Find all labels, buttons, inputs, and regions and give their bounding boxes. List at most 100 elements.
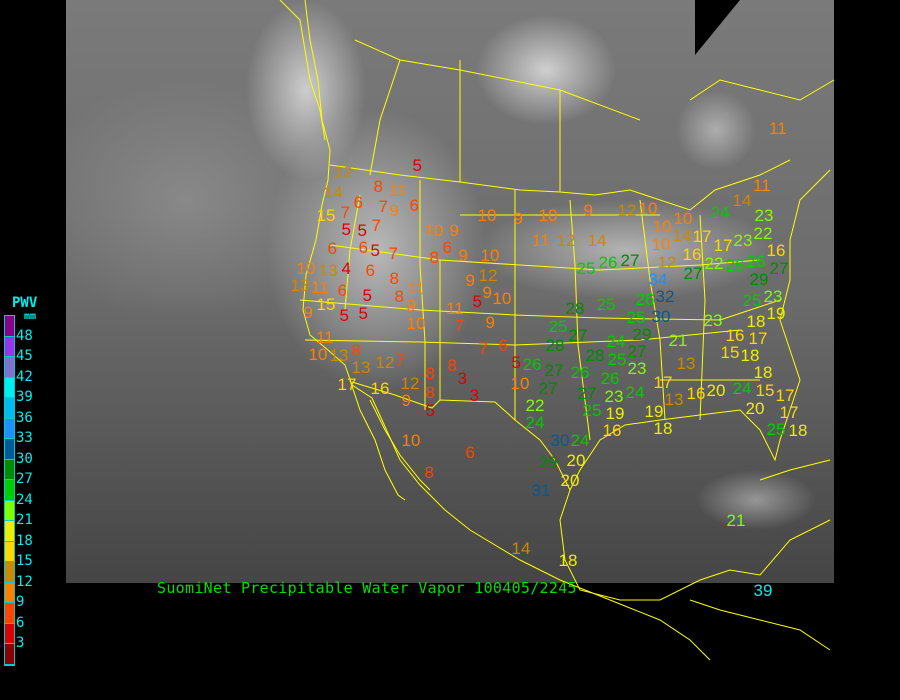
station-pwv-value: 15 bbox=[316, 205, 336, 225]
station-pwv-value: 8 bbox=[429, 247, 439, 267]
station-pwv-value: 14 bbox=[511, 538, 531, 558]
station-pwv-value: 5 bbox=[412, 155, 422, 175]
station-pwv-value: 10 bbox=[401, 430, 421, 450]
scale-tick-label: 42 bbox=[16, 368, 33, 385]
station-pwv-value: 6 bbox=[365, 260, 375, 280]
station-pwv-value: 5 bbox=[341, 219, 351, 239]
station-pwv-value: 19 bbox=[644, 401, 664, 421]
station-pwv-value: 13 bbox=[290, 275, 310, 295]
station-pwv-value: 29 bbox=[538, 452, 558, 472]
station-pwv-value: 11 bbox=[532, 230, 550, 250]
station-pwv-value: 25 bbox=[626, 307, 646, 327]
station-pwv-value: 13 bbox=[318, 260, 338, 280]
station-pwv-value: 16 bbox=[602, 420, 622, 440]
station-pwv-value: 27 bbox=[538, 378, 558, 398]
station-pwv-value: 17 bbox=[337, 374, 357, 394]
station-pwv-value: 26 bbox=[746, 251, 766, 271]
station-pwv-value: 25 bbox=[576, 258, 596, 278]
scale-tick-label: 18 bbox=[16, 532, 33, 549]
station-pwv-value: 5 bbox=[370, 240, 380, 260]
station-pwv-value: 18 bbox=[740, 345, 760, 365]
station-pwv-value: 6 bbox=[409, 195, 419, 215]
station-pwv-value: 14 bbox=[323, 182, 343, 202]
station-pwv-value: 25 bbox=[742, 290, 762, 310]
station-pwv-value: 12 bbox=[617, 200, 637, 220]
station-pwv-value: 9 bbox=[458, 245, 468, 265]
scale-tick-label: 30 bbox=[16, 450, 33, 467]
station-pwv-value: 31 bbox=[531, 480, 551, 500]
station-pwv-value: 15 bbox=[720, 342, 740, 362]
scale-tick-label: 33 bbox=[16, 430, 33, 446]
station-pwv-value: 22 bbox=[704, 253, 724, 273]
station-pwv-value: 28 bbox=[585, 345, 605, 365]
station-pwv-value: 9 bbox=[482, 282, 492, 302]
station-pwv-value: 10 bbox=[477, 205, 497, 225]
station-pwv-value: 27 bbox=[544, 360, 564, 380]
station-pwv-value: 7 bbox=[395, 350, 405, 370]
legend-unit: mm bbox=[24, 311, 37, 322]
station-pwv-value: 30 bbox=[550, 430, 570, 450]
station-pwv-value: 23 bbox=[754, 205, 774, 225]
station-pwv-value: 14 bbox=[587, 230, 607, 250]
station-pwv-value: 20 bbox=[706, 380, 726, 400]
station-pwv-value: 9 bbox=[583, 200, 593, 220]
station-pwv-value: 19 bbox=[605, 403, 625, 423]
station-pwv-value: 10 bbox=[308, 344, 328, 364]
station-pwv-value: 6 bbox=[337, 280, 347, 300]
scale-tick-label: 12 bbox=[16, 573, 33, 590]
station-pwv-value: 6 bbox=[498, 335, 508, 355]
scale-tick-label: 39 bbox=[16, 389, 33, 405]
gulf-coast bbox=[569, 169, 831, 491]
station-pwv-value: 10 bbox=[651, 234, 671, 254]
central-america bbox=[689, 599, 831, 651]
station-pwv-value: 23 bbox=[627, 358, 647, 378]
station-pwv-value: 8 bbox=[425, 382, 435, 402]
station-pwv-value: 6 bbox=[465, 442, 475, 462]
station-pwv-value: 12 bbox=[556, 230, 576, 250]
scale-segment bbox=[5, 377, 14, 398]
station-pwv-value: 6 bbox=[358, 237, 368, 257]
station-pwv-value: 7 bbox=[478, 338, 488, 358]
scale-segment bbox=[5, 644, 14, 665]
station-pwv-value: 18 bbox=[753, 362, 773, 382]
state-lines bbox=[299, 39, 781, 441]
station-pwv-value: 16 bbox=[682, 244, 702, 264]
station-pwv-value: 10 bbox=[480, 245, 500, 265]
station-pwv-value: 13 bbox=[676, 353, 696, 373]
station-pwv-value: 10 bbox=[652, 216, 672, 236]
station-pwv-value: 32 bbox=[655, 286, 675, 306]
station-pwv-value: 20 bbox=[566, 450, 586, 470]
station-pwv-value: 8 bbox=[389, 268, 399, 288]
scale-tick-label: 24 bbox=[16, 491, 33, 508]
station-pwv-value: 7 bbox=[371, 215, 381, 235]
scale-segment bbox=[5, 398, 14, 419]
station-pwv-value: 25 bbox=[548, 316, 568, 336]
station-pwv-value: 17 bbox=[748, 328, 768, 348]
station-pwv-value: 12 bbox=[478, 265, 498, 285]
scale-segment bbox=[5, 582, 14, 603]
station-pwv-value: 22 bbox=[525, 395, 545, 415]
station-pwv-value: 6 bbox=[353, 192, 363, 212]
station-pwv-value: 17 bbox=[775, 385, 795, 405]
station-pwv-value: 26 bbox=[598, 252, 618, 272]
scale-segment bbox=[5, 623, 14, 644]
station-pwv-value: 23 bbox=[733, 230, 753, 250]
station-pwv-value: 12 bbox=[657, 252, 677, 272]
station-pwv-value: 27 bbox=[627, 341, 647, 361]
station-pwv-value: 10 bbox=[538, 205, 558, 225]
station-pwv-value: 16 bbox=[370, 378, 390, 398]
station-pwv-value: 27 bbox=[568, 325, 588, 345]
caribbean-islands bbox=[759, 459, 831, 481]
station-pwv-value: 11 bbox=[311, 277, 329, 297]
scale-segment bbox=[5, 541, 14, 562]
station-pwv-value: 5 bbox=[472, 291, 482, 311]
station-pwv-value: 8 bbox=[373, 176, 383, 196]
station-pwv-value: 3 bbox=[469, 385, 479, 405]
coastline-alaska-bc bbox=[279, 0, 326, 141]
legend-title: PWV bbox=[12, 295, 38, 311]
station-pwv-value: 9 bbox=[449, 220, 459, 240]
station-pwv-value: 39 bbox=[753, 580, 773, 600]
station-pwv-value: 10 bbox=[510, 373, 530, 393]
